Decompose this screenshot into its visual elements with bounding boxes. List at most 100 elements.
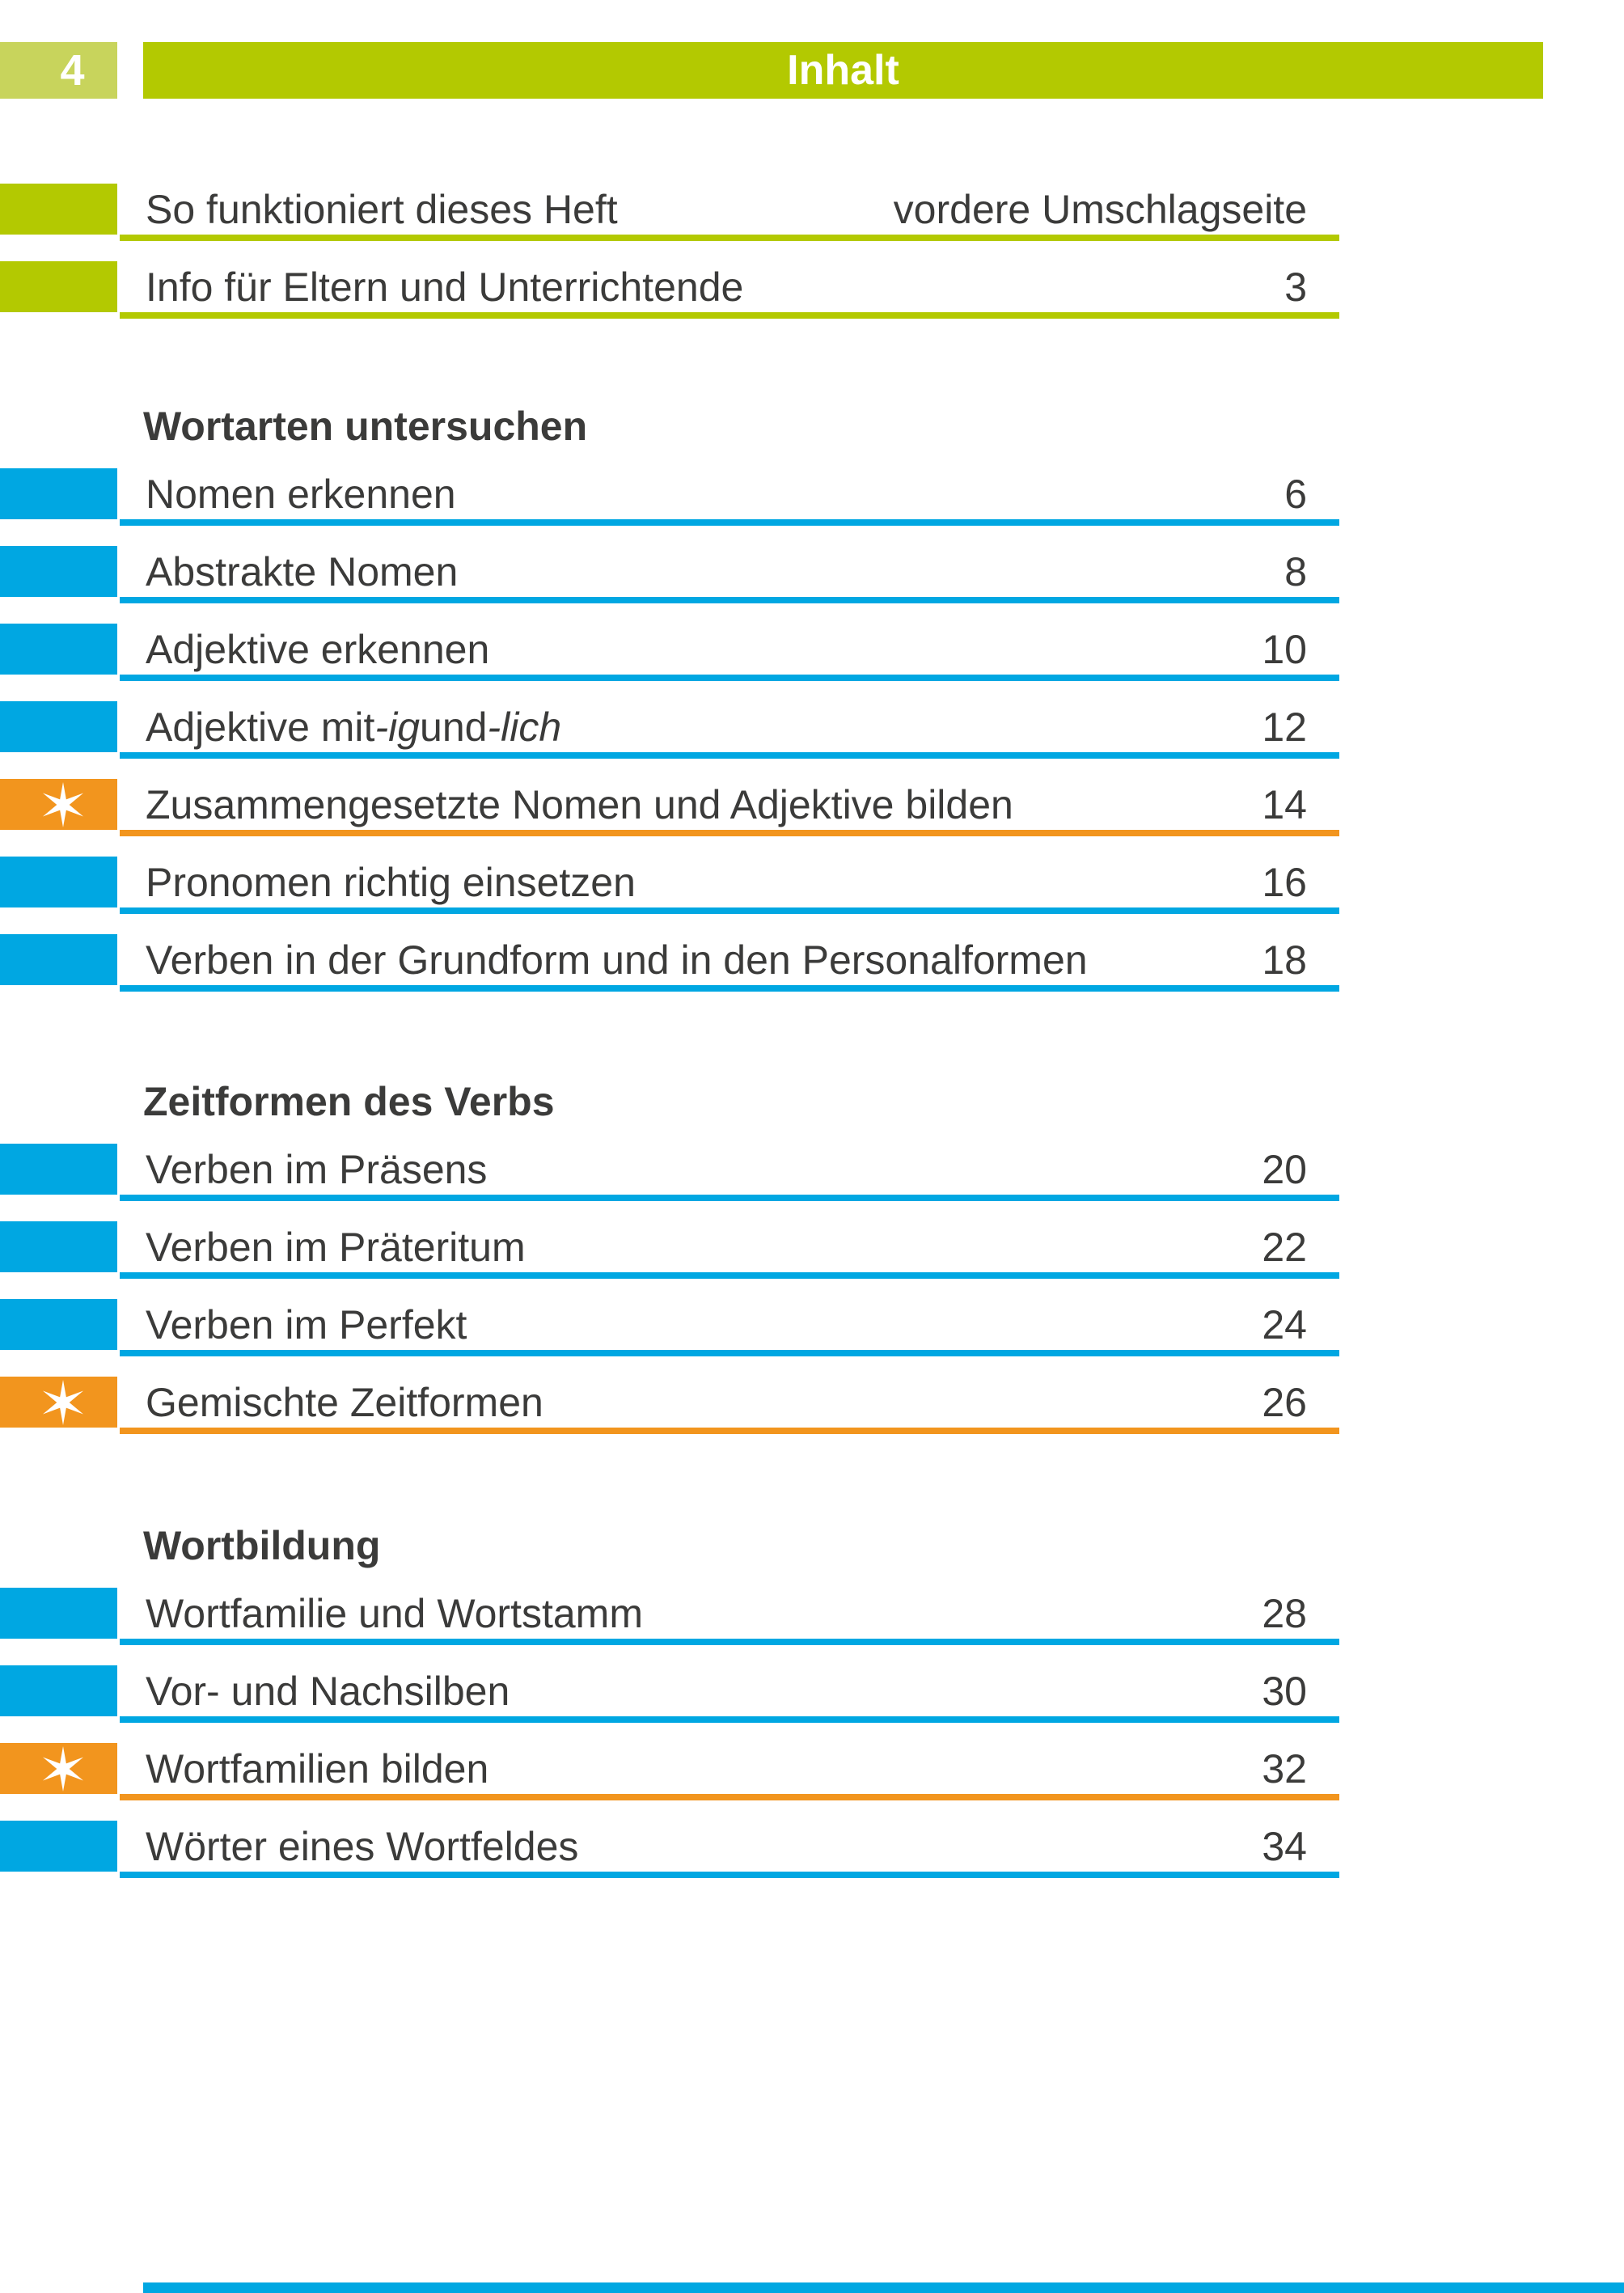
row-color-chip <box>0 934 117 985</box>
row-underline <box>120 1195 1339 1201</box>
row-underline <box>120 1350 1339 1356</box>
row-color-chip-with-star <box>0 1377 117 1428</box>
toc-entry-title: Adjektive mit -ig und -lich <box>146 701 561 752</box>
toc-entry-page: 28 <box>1262 1590 1307 1636</box>
section-heading: Wortarten untersuchen <box>143 404 588 449</box>
toc-entry-page: 12 <box>1262 704 1307 750</box>
row-underline <box>120 907 1339 914</box>
toc-row: Zusammengesetzte Nomen und Adjektive bil… <box>0 779 1339 836</box>
row-color-chip <box>0 184 117 235</box>
star-icon <box>42 1379 84 1425</box>
toc-row: Vor- und Nachsilben 30 <box>0 1665 1339 1723</box>
toc-entry-page: 32 <box>1262 1745 1307 1792</box>
toc-entry-title: Zusammengesetzte Nomen und Adjektive bil… <box>146 781 1013 827</box>
row-underline <box>120 985 1339 992</box>
row-underline <box>120 752 1339 759</box>
row-underline <box>120 1794 1339 1800</box>
toc-entry-page: 14 <box>1262 781 1307 827</box>
toc-row: Info für Eltern und Unterrichtende 3 <box>0 261 1339 319</box>
row-color-chip <box>0 1221 117 1272</box>
row-color-chip <box>0 857 117 907</box>
toc-row: Verben in der Grundform und in den Perso… <box>0 934 1339 992</box>
toc-row: Wortfamilie und Wortstamm 28 <box>0 1588 1339 1645</box>
toc-row: Wörter eines Wortfeldes 34 <box>0 1821 1339 1878</box>
row-color-chip <box>0 624 117 675</box>
toc-row: Verben im Präteritum 22 <box>0 1221 1339 1279</box>
toc-entry-page: 16 <box>1262 859 1307 905</box>
toc-row: Gemischte Zeitformen 26 <box>0 1377 1339 1434</box>
toc-entry-title: So funktioniert dieses Heft <box>146 186 618 232</box>
row-underline <box>120 1272 1339 1279</box>
page-number: 4 <box>60 46 85 95</box>
toc-row: Abstrakte Nomen 8 <box>0 546 1339 603</box>
row-underline <box>120 1639 1339 1645</box>
section-heading: Wortbildung <box>143 1523 381 1568</box>
row-underline <box>120 235 1339 241</box>
toc-entry-title: Verben im Präteritum <box>146 1224 526 1270</box>
row-underline <box>120 312 1339 319</box>
toc-entry-title: Wortfamilie und Wortstamm <box>146 1590 643 1636</box>
toc-row: Adjektive mit -ig und -lich 12 <box>0 701 1339 759</box>
title-part: und <box>420 704 488 750</box>
toc-entry-page: 20 <box>1262 1146 1307 1192</box>
toc-entry-page: vordere Umschlagseite <box>893 186 1307 232</box>
toc-entry-page: 30 <box>1262 1668 1307 1714</box>
title-part-italic: -ig <box>374 704 421 750</box>
title-part-italic: -lich <box>487 704 562 750</box>
toc-entry-page: 8 <box>1284 548 1307 594</box>
star-icon <box>42 781 84 827</box>
toc-entry-page: 34 <box>1262 1823 1307 1869</box>
row-color-chip-with-star <box>0 779 117 830</box>
page-header-bar: Inhalt <box>143 42 1543 99</box>
toc-row: Verben im Perfekt 24 <box>0 1299 1339 1356</box>
toc-entry-title: Info für Eltern und Unterrichtende <box>146 264 744 310</box>
page-number-box: 4 <box>0 42 117 99</box>
row-underline <box>120 675 1339 681</box>
toc-entry-title: Pronomen richtig einsetzen <box>146 859 636 905</box>
section-heading: Zeitformen des Verbs <box>143 1079 555 1124</box>
toc-entry-title: Vor- und Nachsilben <box>146 1668 510 1714</box>
row-color-chip <box>0 1665 117 1716</box>
toc-entry-page: 18 <box>1262 937 1307 983</box>
toc-row: Verben im Präsens 20 <box>0 1144 1339 1201</box>
row-color-chip <box>0 1299 117 1350</box>
row-color-chip <box>0 701 117 752</box>
toc-entry-title: Gemischte Zeitformen <box>146 1379 543 1425</box>
toc-entry-page: 26 <box>1262 1379 1307 1425</box>
row-underline <box>120 1428 1339 1434</box>
row-color-chip-with-star <box>0 1743 117 1794</box>
toc-row: Adjektive erkennen 10 <box>0 624 1339 681</box>
toc-entry-page: 24 <box>1262 1301 1307 1347</box>
row-color-chip <box>0 1821 117 1872</box>
row-color-chip <box>0 546 117 597</box>
toc-entry-page: 6 <box>1284 471 1307 517</box>
row-underline <box>120 519 1339 526</box>
toc-entry-title: Wörter eines Wortfeldes <box>146 1823 579 1869</box>
toc-row: So funktioniert dieses Heft vordere Umsch… <box>0 184 1339 241</box>
toc-entry-title: Adjektive erkennen <box>146 626 490 672</box>
page-title: Inhalt <box>787 47 899 94</box>
toc-entry-page: 22 <box>1262 1224 1307 1270</box>
row-color-chip <box>0 1588 117 1639</box>
toc-entry-title: Abstrakte Nomen <box>146 548 459 594</box>
toc-entry-title: Verben in der Grundform und in den Perso… <box>146 937 1088 983</box>
toc-entry-title: Wortfamilien bilden <box>146 1745 489 1792</box>
star-icon <box>42 1745 84 1792</box>
toc-row: Wortfamilien bilden 32 <box>0 1743 1339 1800</box>
title-part: Adjektive mit <box>146 704 375 750</box>
row-color-chip <box>0 261 117 312</box>
toc-entry-title: Verben im Präsens <box>146 1146 488 1192</box>
toc-entry-title: Nomen erkennen <box>146 471 456 517</box>
row-color-chip <box>0 468 117 519</box>
row-underline <box>120 1872 1339 1878</box>
footer-rule <box>143 2282 1624 2293</box>
row-underline <box>120 1716 1339 1723</box>
toc-row: Nomen erkennen 6 <box>0 468 1339 526</box>
toc-entry-page: 3 <box>1284 264 1307 310</box>
toc-entry-page: 10 <box>1262 626 1307 672</box>
row-color-chip <box>0 1144 117 1195</box>
row-underline <box>120 597 1339 603</box>
toc-row: Pronomen richtig einsetzen 16 <box>0 857 1339 914</box>
row-underline <box>120 830 1339 836</box>
